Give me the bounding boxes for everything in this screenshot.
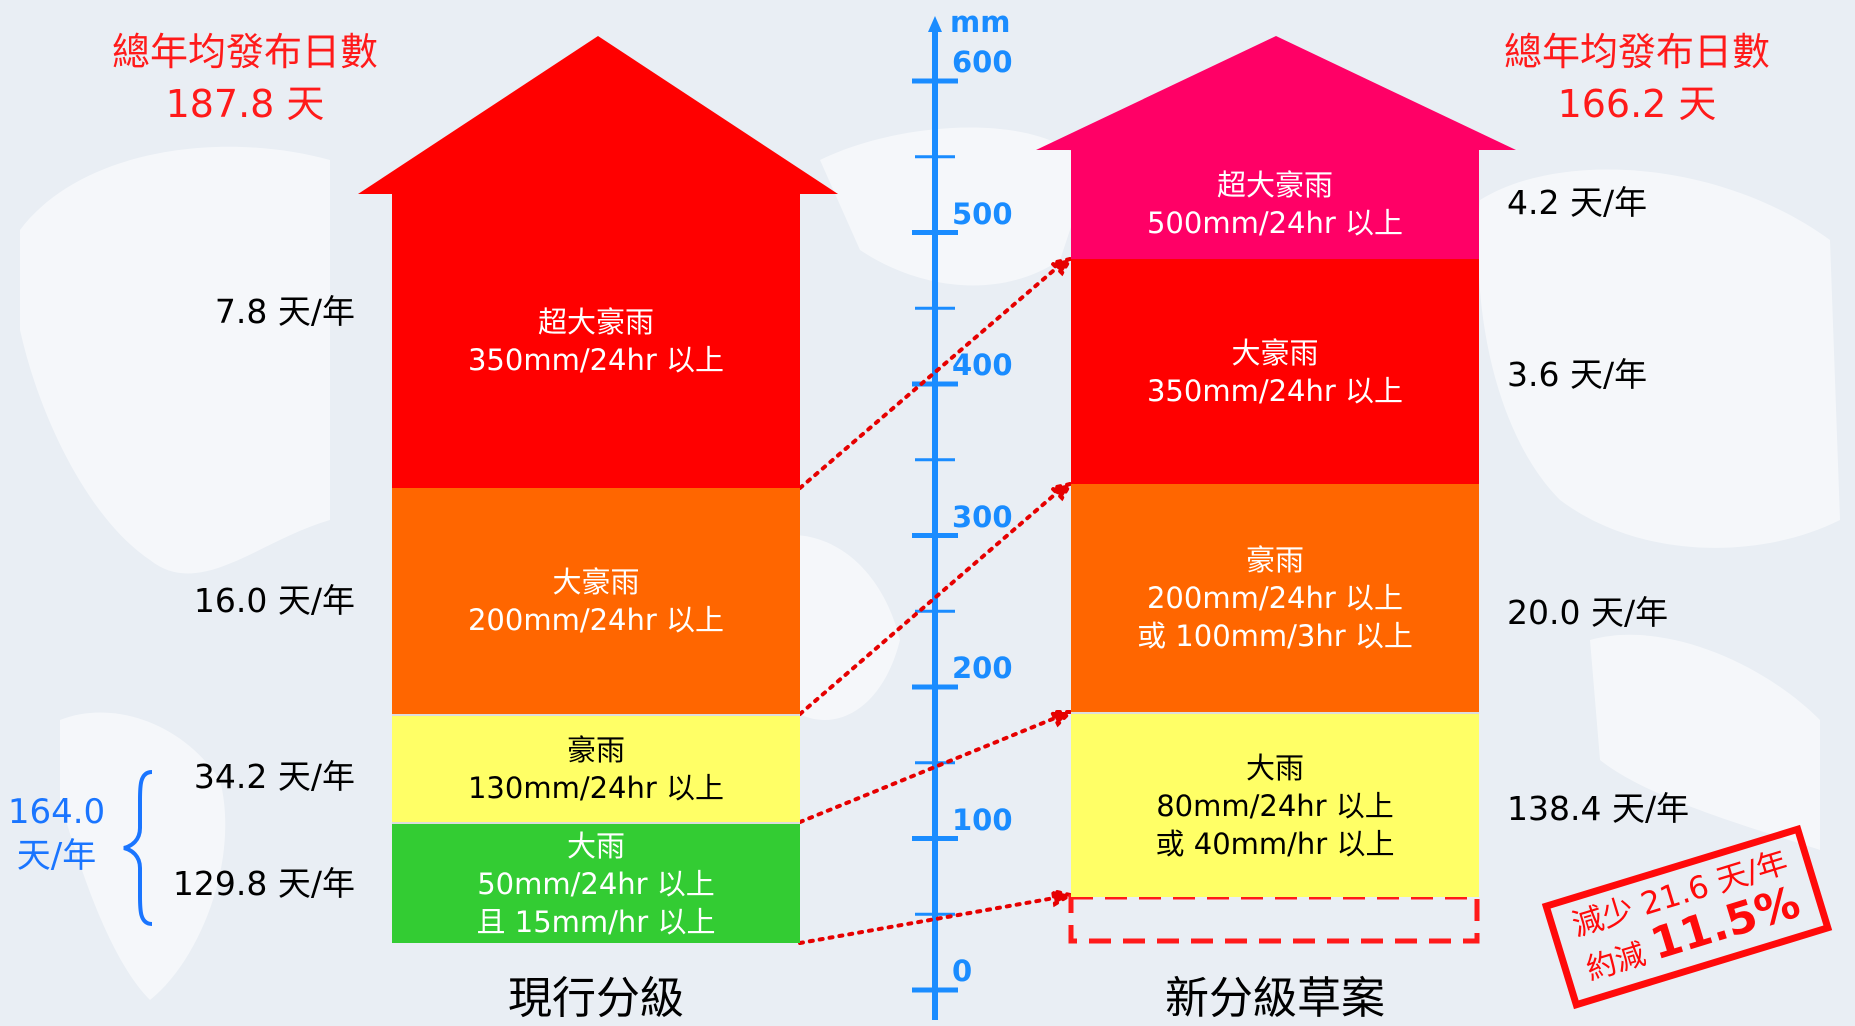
draft-arrow-head [1036,36,1516,150]
removed-tier-placeholder [1068,894,1480,944]
draft-tier-extreme-torrential: 大豪雨 350mm/24hr 以上 [1071,259,1479,484]
bracket-total: 164.0 天/年 [4,790,109,878]
draft-days-torrential: 20.0 天/年 [1507,593,1669,632]
scale-ticks [912,78,958,993]
draft-tier-super-torrential: 超大豪雨 500mm/24hr 以上 [1071,149,1479,259]
tier-threshold: 130mm/24hr 以上 [467,771,725,805]
tier-name: 超大豪雨 [1216,168,1333,202]
tier-name: 大豪雨 [552,565,640,599]
draft-summary-value: 166.2 天 [1557,82,1717,126]
tier-connectors [798,256,1076,945]
bracket-total-unit: 天/年 [16,836,97,876]
current-arrow-head [358,36,838,194]
current-days-torrential: 34.2 天/年 [193,757,355,796]
tier-threshold: 50mm/24hr 以上 [477,866,715,901]
bracket-total-value: 164.0 [7,792,106,832]
tier-name: 豪雨 [1245,543,1304,577]
draft-days-heavy-rain: 138.4 天/年 [1507,789,1690,828]
current-tier-heavy-rain: 大雨 50mm/24hr 以上且 15mm/hr 以上 [392,822,800,943]
scale-tick-label: 300 [952,499,1013,534]
draft-days-extreme-torrential: 3.6 天/年 [1507,355,1648,394]
current-days-heavy-rain: 129.8 天/年 [172,864,355,903]
bracket-icon [123,770,153,926]
draft-tier-torrential: 豪雨 200mm/24hr 以上或 100mm/3hr 以上 [1071,484,1479,712]
tier-threshold: 200mm/24hr 以上 [467,603,725,637]
connector-arrow-icon [1048,256,1074,277]
scale-unit-label: mm [950,5,1011,39]
current-tier-torrential: 豪雨 130mm/24hr 以上 [392,714,800,822]
draft-summary-title: 總年均發布日數 [1503,30,1770,74]
connector-heavy-rain [798,895,1062,945]
current-tier-super-torrential: 超大豪雨 350mm/24hr 以上 [392,193,800,488]
current-days-extreme-torrential: 16.0 天/年 [193,581,355,620]
tier-threshold: 或 100mm/3hr 以上 [1137,619,1413,653]
scale-tick-label: 400 [952,348,1013,382]
current-column-label: 現行分級 [508,973,684,1024]
tier-threshold: 或 40mm/hr 以上 [1155,826,1395,861]
tier-threshold: 且 15mm/hr 以上 [476,904,716,939]
current-summary-title: 總年均發布日數 [111,30,378,74]
connector-arrow-icon [1050,888,1076,908]
connector-arrow-icon [1048,481,1074,502]
scale-tick-label: 0 [952,954,973,988]
current-summary: 總年均發布日數 187.8 天 [60,26,430,130]
tier-threshold: 80mm/24hr 以上 [1156,788,1394,823]
tier-threshold: 350mm/24hr 以上 [1146,373,1404,408]
scale-axis-arrow-icon [928,16,942,32]
tier-name: 大雨 [566,828,625,863]
draft-summary: 總年均發布日數 166.2 天 [1452,26,1822,130]
tier-name: 大雨 [1245,750,1304,785]
world-map-background [20,127,1840,1000]
scale-tick-label: 500 [952,196,1013,231]
tier-threshold: 200mm/24hr 以上 [1146,581,1404,615]
connector-super-torrential [798,263,1062,490]
tier-name: 超大豪雨 [537,304,654,339]
scale-tick-label: 600 [952,45,1013,79]
scale-tick-label: 100 [952,802,1013,837]
tier-name: 豪雨 [566,733,625,767]
reduction-stamp-prefix: 約減 [1582,933,1659,988]
connector-extreme-torrential [798,488,1062,716]
scale-tick-label: 200 [952,651,1013,685]
connector-torrential [798,714,1062,824]
draft-tier-heavy-rain: 大雨 80mm/24hr 以上或 40mm/hr 以上 [1071,712,1479,897]
draft-column-label: 新分級草案 [1165,973,1385,1024]
tier-threshold: 500mm/24hr 以上 [1146,206,1404,240]
tier-threshold: 350mm/24hr 以上 [467,342,725,377]
current-tier-extreme-torrential: 大豪雨 200mm/24hr 以上 [392,488,800,714]
connector-arrow-icon [1048,710,1075,728]
current-summary-value: 187.8 天 [165,82,325,126]
current-days-super-torrential: 7.8 天/年 [214,292,355,331]
draft-days-super-torrential: 4.2 天/年 [1507,183,1648,222]
tier-name: 大豪雨 [1231,335,1319,370]
